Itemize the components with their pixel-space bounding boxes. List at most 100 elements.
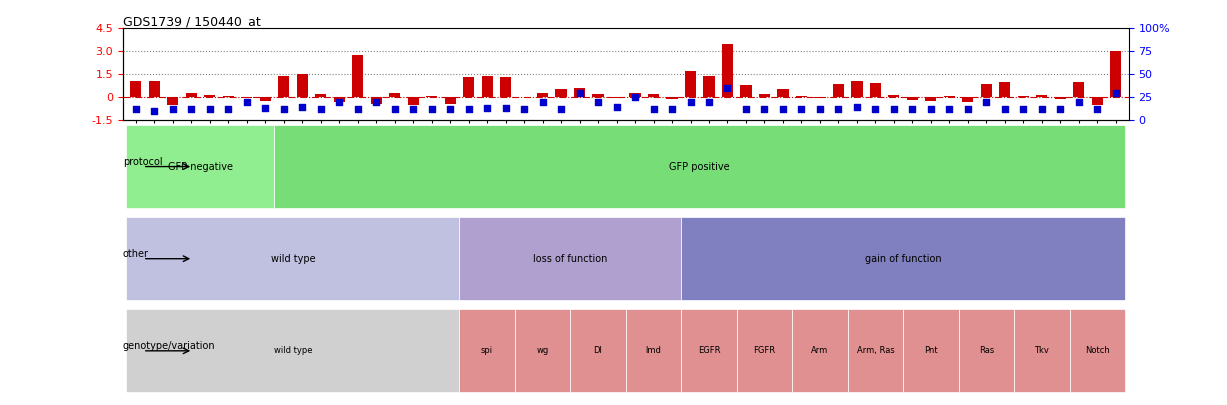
Point	[1069, 99, 1088, 105]
Point	[385, 106, 405, 113]
FancyBboxPatch shape	[736, 309, 793, 392]
Point	[810, 106, 829, 113]
Point	[569, 90, 589, 96]
Bar	[740, 85, 751, 98]
FancyBboxPatch shape	[793, 309, 848, 392]
FancyBboxPatch shape	[126, 125, 275, 208]
Text: Arm: Arm	[811, 346, 828, 355]
Point	[310, 106, 330, 113]
FancyBboxPatch shape	[626, 309, 681, 392]
Point	[791, 106, 811, 113]
Point	[292, 103, 312, 110]
FancyBboxPatch shape	[275, 125, 1125, 208]
Point	[626, 94, 645, 101]
Bar	[185, 93, 196, 98]
Point	[606, 103, 626, 110]
FancyBboxPatch shape	[681, 309, 736, 392]
Text: Pnt: Pnt	[924, 346, 937, 355]
Bar	[721, 44, 733, 98]
Bar	[222, 96, 233, 98]
Point	[347, 106, 367, 113]
FancyBboxPatch shape	[1015, 309, 1070, 392]
Bar	[1037, 95, 1048, 98]
Bar	[537, 93, 548, 98]
Bar	[999, 82, 1011, 98]
Point	[404, 106, 423, 113]
Bar	[463, 77, 474, 98]
Point	[477, 104, 497, 111]
Point	[514, 106, 534, 113]
Bar	[574, 88, 585, 98]
Point	[847, 103, 866, 110]
Text: other: other	[123, 249, 148, 259]
Text: GDS1739 / 150440_at: GDS1739 / 150440_at	[123, 15, 260, 28]
FancyBboxPatch shape	[126, 309, 459, 392]
Point	[755, 106, 774, 113]
Bar	[556, 89, 567, 98]
Point	[644, 106, 664, 113]
FancyBboxPatch shape	[571, 309, 626, 392]
Point	[718, 85, 737, 92]
Bar	[407, 98, 418, 105]
Bar	[130, 81, 141, 98]
Bar	[444, 98, 455, 104]
Point	[1050, 106, 1070, 113]
Point	[736, 106, 756, 113]
Point	[126, 106, 146, 113]
Bar	[279, 76, 290, 98]
Text: lmd: lmd	[645, 346, 661, 355]
Point	[903, 106, 923, 113]
FancyBboxPatch shape	[126, 217, 459, 300]
Bar	[593, 94, 604, 98]
Point	[958, 106, 978, 113]
Bar	[852, 81, 863, 98]
Bar	[389, 93, 400, 98]
Point	[588, 99, 607, 105]
Bar	[778, 89, 789, 98]
Text: wg: wg	[536, 346, 548, 355]
Bar	[944, 96, 955, 98]
Text: wild type: wild type	[274, 346, 312, 355]
FancyBboxPatch shape	[459, 217, 681, 300]
Bar	[260, 98, 271, 100]
Point	[145, 108, 164, 115]
Bar	[297, 75, 308, 98]
Bar	[167, 98, 178, 105]
Text: EGFR: EGFR	[698, 346, 720, 355]
Point	[663, 106, 682, 113]
Bar	[833, 84, 844, 98]
Point	[1087, 106, 1107, 113]
FancyBboxPatch shape	[1070, 309, 1125, 392]
Bar	[907, 98, 918, 100]
Point	[681, 99, 701, 105]
Text: Tkv: Tkv	[1034, 346, 1049, 355]
Bar	[148, 81, 160, 98]
Point	[422, 106, 442, 113]
Point	[496, 104, 515, 111]
Point	[1014, 106, 1033, 113]
Bar	[426, 96, 437, 98]
Point	[255, 104, 275, 111]
Text: Arm, Ras: Arm, Ras	[856, 346, 894, 355]
Text: Dl: Dl	[594, 346, 602, 355]
Text: FGFR: FGFR	[753, 346, 775, 355]
Bar	[499, 77, 512, 98]
Bar	[685, 71, 696, 98]
Text: Ras: Ras	[979, 346, 994, 355]
Point	[699, 99, 719, 105]
Point	[182, 106, 201, 113]
Point	[1032, 106, 1052, 113]
Text: gain of function: gain of function	[865, 254, 941, 264]
Point	[773, 106, 793, 113]
FancyBboxPatch shape	[515, 309, 571, 392]
Point	[200, 106, 220, 113]
Bar	[925, 98, 936, 101]
Point	[885, 106, 904, 113]
Text: Notch: Notch	[1085, 346, 1109, 355]
Text: wild type: wild type	[270, 254, 315, 264]
Point	[459, 106, 479, 113]
Point	[218, 106, 238, 113]
Bar	[648, 94, 659, 98]
Point	[329, 99, 348, 105]
Bar	[1018, 96, 1029, 98]
